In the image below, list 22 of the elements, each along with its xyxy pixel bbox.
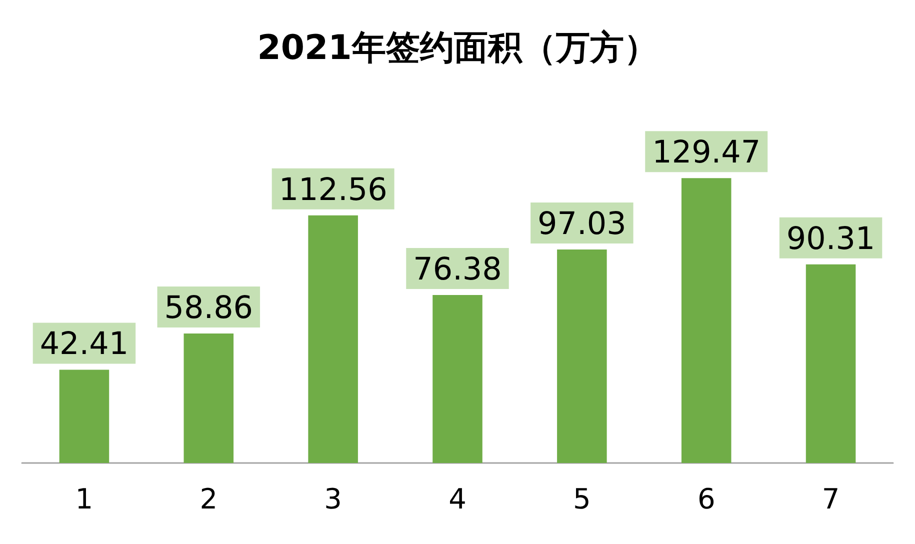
x-tick-label: 5 bbox=[573, 482, 591, 516]
x-tick-label: 4 bbox=[448, 482, 466, 516]
data-label: 112.56 bbox=[278, 172, 388, 208]
bar bbox=[432, 294, 482, 463]
data-label: 129.47 bbox=[652, 134, 761, 171]
x-tick-label: 6 bbox=[697, 482, 716, 516]
bar bbox=[806, 264, 856, 463]
bar bbox=[59, 370, 110, 463]
bar bbox=[308, 215, 358, 463]
x-tick-label: 3 bbox=[324, 482, 342, 516]
data-label: 76.38 bbox=[413, 251, 502, 288]
chart-title: 2021年签约面积（万方） bbox=[257, 28, 658, 68]
bar bbox=[557, 250, 607, 463]
bar bbox=[681, 178, 732, 463]
bar bbox=[184, 334, 234, 463]
x-tick-label: 2 bbox=[200, 482, 218, 516]
data-label: 90.31 bbox=[786, 220, 876, 257]
data-label: 58.86 bbox=[164, 290, 254, 326]
data-label: 97.03 bbox=[538, 206, 626, 242]
data-label: 42.41 bbox=[40, 326, 129, 362]
x-tick-label: 1 bbox=[75, 482, 94, 516]
x-tick-label: 7 bbox=[822, 482, 840, 516]
